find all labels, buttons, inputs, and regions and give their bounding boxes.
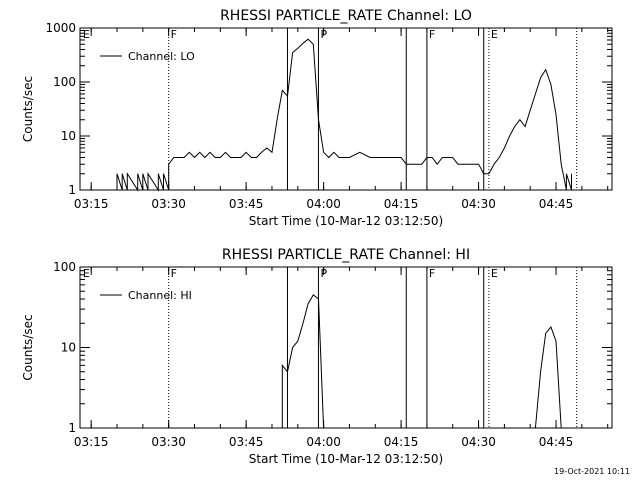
chart-title: RHESSI PARTICLE_RATE Channel: LO	[220, 8, 472, 24]
series-line	[116, 38, 572, 192]
event-marker-label: E	[491, 267, 498, 280]
x-axis-label: Start Time (10-Mar-12 03:12:50)	[249, 452, 443, 466]
x-tick-label: 04:15	[384, 435, 419, 449]
x-tick-label: 04:00	[306, 435, 341, 449]
y-axis-label: Counts/sec	[21, 76, 35, 142]
x-tick-label: 04:45	[539, 197, 574, 211]
x-tick-label: 04:15	[384, 197, 419, 211]
chart-panel-hi	[79, 266, 613, 429]
x-tick-label: 03:45	[229, 435, 264, 449]
x-axis-label: Start Time (10-Mar-12 03:12:50)	[249, 214, 443, 228]
y-tick-label: 1000	[45, 21, 76, 35]
plot-frame	[79, 27, 613, 191]
chart-title: RHESSI PARTICLE_RATE Channel: HI	[222, 247, 470, 263]
x-tick-label: 03:30	[151, 197, 186, 211]
x-tick-label: 04:00	[306, 197, 341, 211]
event-marker-label: P	[320, 28, 327, 41]
y-axis-label: Counts/sec	[21, 314, 35, 380]
y-tick-label: 100	[53, 75, 76, 89]
x-tick-label: 03:15	[74, 435, 109, 449]
y-tick-label: 10	[61, 129, 76, 143]
x-tick-label: 03:30	[151, 435, 186, 449]
event-marker-label: E	[491, 28, 498, 41]
x-tick-label: 03:15	[74, 197, 109, 211]
event-marker-label: P	[320, 267, 327, 280]
event-marker-label: F	[171, 28, 177, 41]
x-tick-label: 04:30	[461, 435, 496, 449]
event-marker-label: F	[429, 267, 435, 280]
chart-panel-lo	[79, 27, 613, 192]
y-tick-label: 10	[61, 341, 76, 355]
legend-label: Channel: HI	[128, 289, 192, 302]
event-marker-label: F	[429, 28, 435, 41]
y-tick-label: 100	[53, 260, 76, 274]
x-tick-label: 04:45	[539, 435, 574, 449]
event-marker-label: E	[83, 28, 90, 41]
y-tick-label: 1	[68, 183, 76, 197]
x-tick-label: 03:45	[229, 197, 264, 211]
y-tick-label: 1	[68, 421, 76, 435]
x-tick-label: 04:30	[461, 197, 496, 211]
footer-date: 19-Oct-2021 10:11	[554, 467, 630, 476]
legend-label: Channel: LO	[128, 50, 195, 63]
event-marker-label: E	[83, 267, 90, 280]
event-marker-label: F	[171, 267, 177, 280]
series-line	[281, 294, 562, 429]
